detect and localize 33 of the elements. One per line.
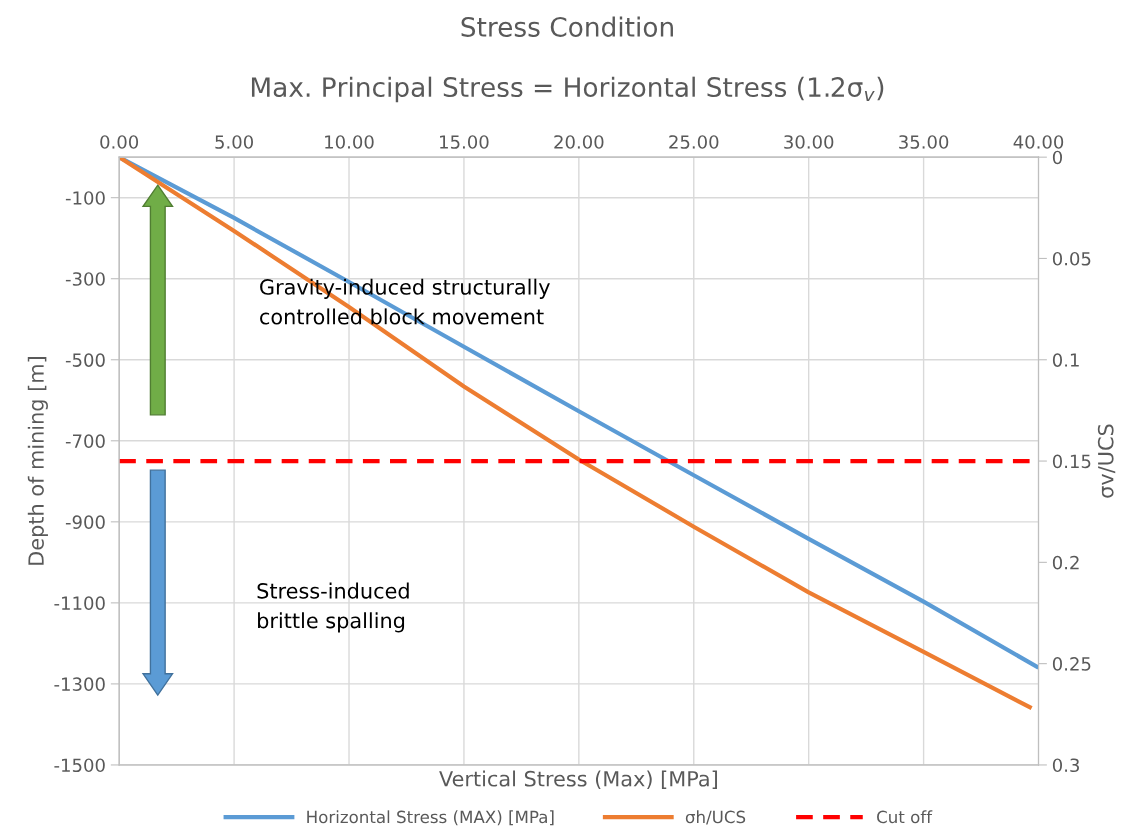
y-tick-label: -100: [65, 191, 105, 205]
y2-tick-label: 0: [1052, 150, 1063, 165]
x-tick-label: 15.00: [440, 135, 489, 149]
y2-tick-label: 0.2: [1052, 555, 1079, 570]
x-tick-label: 5.00: [215, 135, 253, 149]
legend-label: Horizontal Stress (MAX) [MPa]: [307, 810, 554, 826]
y-tick-label: -500: [65, 353, 105, 367]
x-tick-label: 30.00: [784, 135, 834, 149]
x-tick-label: 10.00: [325, 135, 374, 149]
x-tick-label: 35.00: [899, 135, 949, 149]
y2-tick-label: 0.3: [1052, 758, 1079, 773]
legend-label: σh/UCS: [685, 810, 746, 825]
x-tick-label: 20.00: [554, 135, 604, 149]
y-tick-label: -1100: [54, 596, 105, 610]
y2-tick-label: 0.15: [1052, 454, 1091, 469]
x-tick-label: 0.00: [100, 135, 139, 149]
y-tick-label: -300: [65, 272, 105, 286]
y-tick-label: -1500: [54, 758, 105, 773]
y2-axis-title: σv/UCS: [1097, 424, 1116, 498]
x-tick-label: 25.00: [669, 135, 719, 149]
y2-tick-label: 0.05: [1052, 251, 1091, 266]
y-tick-label: -900: [65, 515, 105, 529]
y2-tick-label: 0.25: [1052, 657, 1091, 671]
legend-label: Cut off: [877, 810, 933, 824]
y2-tick-label: 0.1: [1052, 353, 1079, 367]
x-axis-title: Vertical Stress (Max) [MPa]: [439, 770, 717, 790]
y-tick-label: -700: [65, 434, 105, 448]
y-axis-title: Depth of mining [m]: [27, 357, 48, 565]
chart-title: Stress Condition: [461, 16, 673, 37]
annotation: Stress-induced brittle spalling: [257, 582, 409, 633]
x-tick-label: 40.00: [1013, 135, 1064, 149]
y-tick-label: -1300: [54, 677, 105, 692]
chart-subtitle: Max. Principal Stress = Horizontal Stress (1.2σ$_{v}$): [251, 76, 884, 103]
